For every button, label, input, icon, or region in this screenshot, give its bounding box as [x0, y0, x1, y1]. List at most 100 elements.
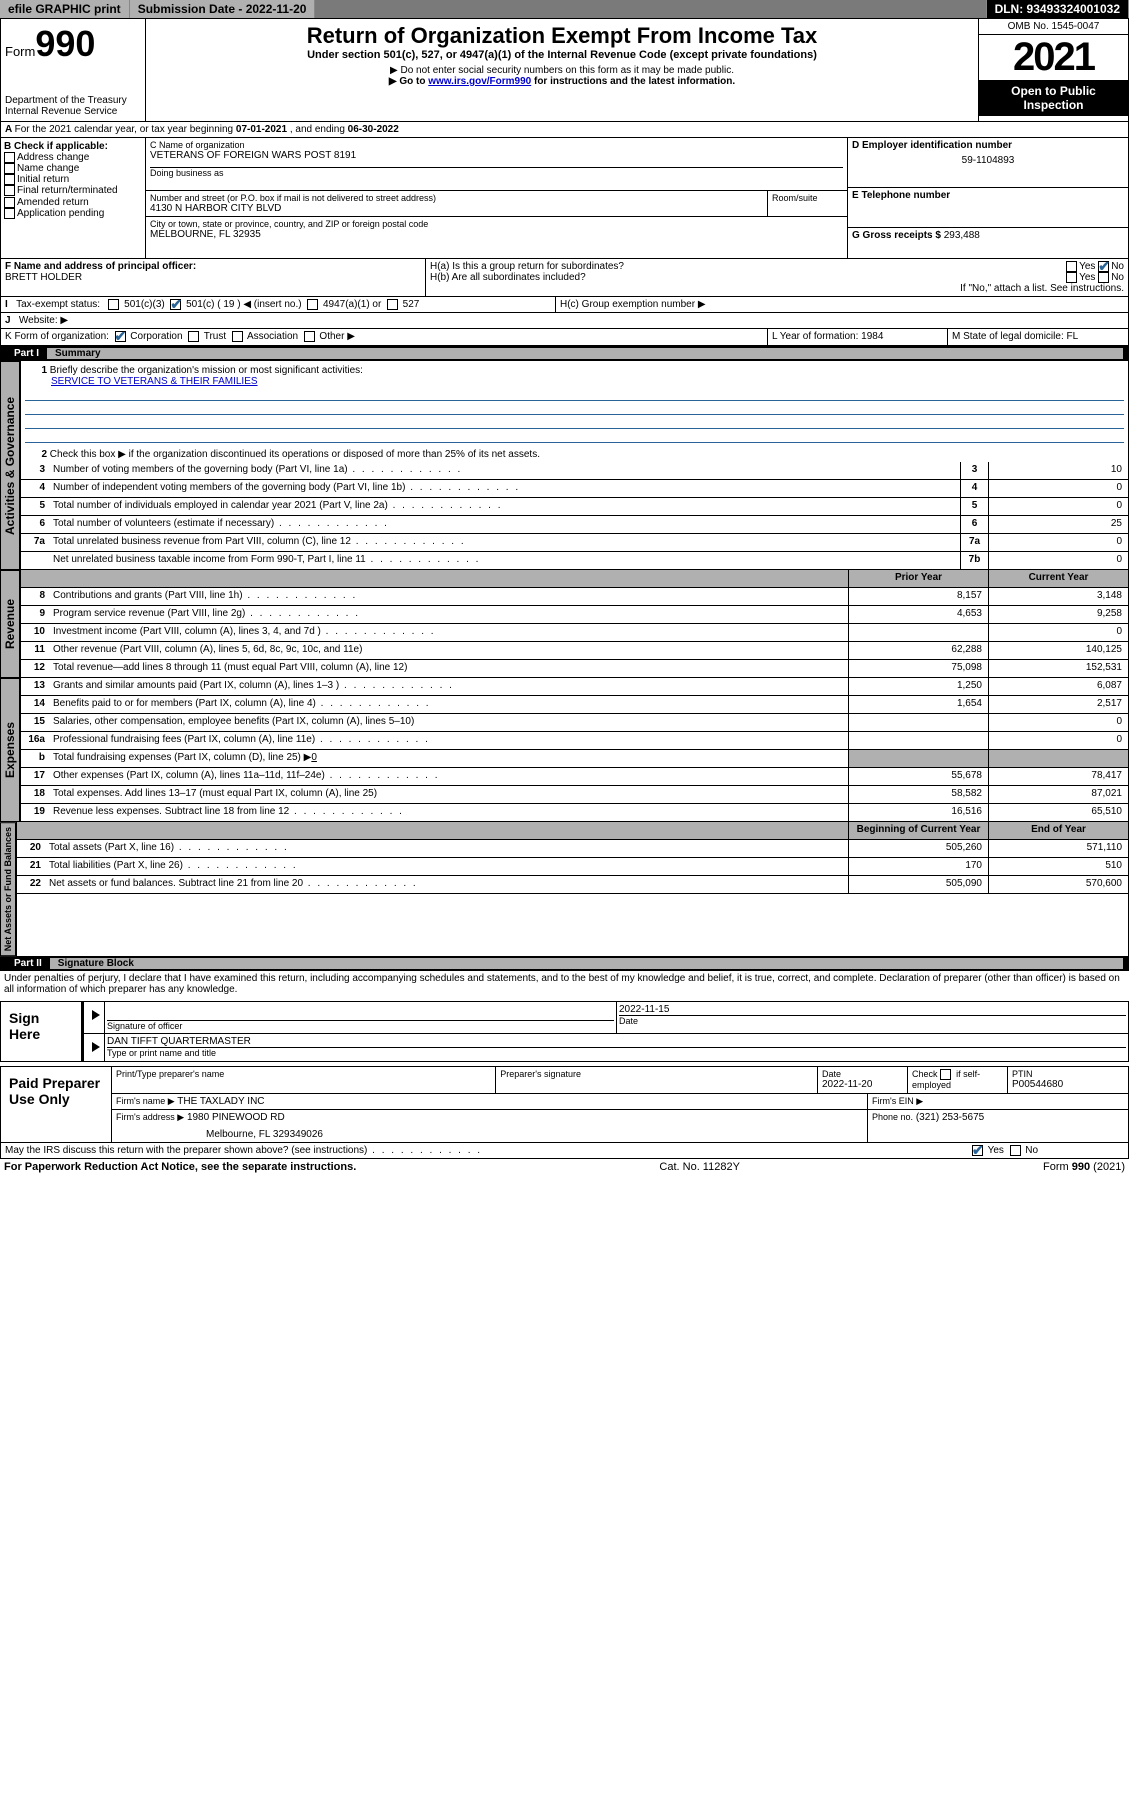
efile-badge: efile GRAPHIC print [0, 0, 130, 18]
note-ssn: ▶ Do not enter social security numbers o… [150, 65, 974, 76]
A-begin: 07-01-2021 [236, 124, 287, 135]
mission-text[interactable]: SERVICE TO VETERANS & THEIR FAMILIES [51, 376, 258, 387]
p17: 55,678 [848, 768, 988, 785]
ptin: P00544680 [1012, 1079, 1124, 1090]
footer-right: Form 990 (2021) [1043, 1161, 1125, 1173]
chk-501c[interactable] [170, 299, 181, 310]
part1-body: Activities & Governance 1 Briefly descri… [0, 361, 1129, 570]
dept-treasury: Department of the Treasury [5, 95, 141, 106]
chk-final[interactable]: Final return/terminated [4, 185, 142, 196]
dln: DLN: 93493324001032 [987, 0, 1129, 18]
irs-link[interactable]: www.irs.gov/Form990 [428, 76, 531, 87]
A-end: 06-30-2022 [348, 124, 399, 135]
l22: Net assets or fund balances. Subtract li… [45, 876, 848, 893]
l18: Total expenses. Add lines 13–17 (must eq… [49, 786, 848, 803]
chk-501c3[interactable] [108, 299, 119, 310]
chk-assoc[interactable] [232, 331, 243, 342]
l11: Other revenue (Part VIII, column (A), li… [49, 642, 848, 659]
l16b: Total fundraising expenses (Part IX, col… [49, 750, 848, 767]
l5: Total number of individuals employed in … [49, 498, 960, 515]
p15 [848, 714, 988, 731]
name-title-label: Type or print name and title [107, 1048, 1126, 1058]
gross-receipts: 293,488 [944, 230, 980, 241]
ein: 59-1104893 [852, 155, 1124, 166]
chk-amended[interactable]: Amended return [4, 197, 142, 208]
L-label: L Year of formation: [772, 331, 858, 342]
form-subtitle: Under section 501(c), 527, or 4947(a)(1)… [150, 49, 974, 61]
chk-discuss-yes[interactable] [972, 1145, 983, 1156]
A-pre: For the 2021 calendar year, or tax year … [15, 124, 236, 135]
officer-typed-name: DAN TIFFT QUARTERMASTER [107, 1036, 1126, 1047]
section-KLM: K Form of organization: Corporation Trus… [0, 329, 1129, 345]
chk-discuss-no[interactable] [1010, 1145, 1021, 1156]
p21: 170 [848, 858, 988, 875]
Hc-label: H(c) Group exemption number ▶ [556, 297, 1128, 312]
p20: 505,260 [848, 840, 988, 857]
Hb-answer: Yes No [1066, 272, 1124, 283]
c10: 0 [988, 624, 1128, 641]
topbar-spacer [315, 0, 986, 18]
year-formation: 1984 [861, 331, 883, 342]
arrow-icon [92, 1042, 100, 1052]
l14: Benefits paid to or for members (Part IX… [49, 696, 848, 713]
c22: 570,600 [988, 876, 1128, 893]
phone-label: Phone no. [872, 1112, 913, 1122]
p22: 505,090 [848, 876, 988, 893]
penalty-text: Under penalties of perjury, I declare th… [0, 971, 1129, 997]
form-title: Return of Organization Exempt From Incom… [150, 23, 974, 49]
sign-here-block: Sign Here Signature of officer 2022-11-1… [0, 1001, 1129, 1062]
v4: 0 [988, 480, 1128, 497]
chk-trust[interactable] [188, 331, 199, 342]
c14: 2,517 [988, 696, 1128, 713]
section-J: J Website: ▶ [0, 313, 1129, 329]
chk-4947[interactable] [307, 299, 318, 310]
l12: Total revenue—add lines 8 through 11 (mu… [49, 660, 848, 677]
chk-corp[interactable] [115, 331, 126, 342]
row-A: A For the 2021 calendar year, or tax yea… [0, 122, 1129, 138]
arrow-icon [92, 1010, 100, 1020]
prep-name-label: Print/Type preparer's name [116, 1069, 491, 1079]
part2-header: Part II Signature Block [0, 956, 1129, 971]
l19: Revenue less expenses. Subtract line 18 … [49, 804, 848, 821]
chk-other[interactable] [304, 331, 315, 342]
paid-preparer-label: Paid Preparer Use Only [1, 1067, 111, 1142]
part1-header: Part I Summary [0, 346, 1129, 361]
c9: 9,258 [988, 606, 1128, 623]
D-label: D Employer identification number [852, 140, 1124, 151]
chk-initial[interactable]: Initial return [4, 174, 142, 185]
l2-label: Check this box ▶ if the organization dis… [50, 449, 540, 460]
open-public: Open to Public Inspection [979, 80, 1128, 116]
Hb-label: H(b) Are all subordinates included? [430, 272, 586, 283]
sign-date-label: Date [619, 1016, 1126, 1026]
discuss-text: May the IRS discuss this return with the… [5, 1145, 367, 1156]
B-label: B Check if applicable: [4, 141, 142, 152]
chk-self-employed[interactable] [940, 1069, 951, 1080]
tab-revenue: Revenue [0, 570, 20, 678]
chk-pending[interactable]: Application pending [4, 208, 142, 219]
chk-address[interactable]: Address change [4, 152, 142, 163]
p8: 8,157 [848, 588, 988, 605]
topbar: efile GRAPHIC print Submission Date - 20… [0, 0, 1129, 18]
hdr-beg: Beginning of Current Year [848, 822, 988, 839]
sign-here-label: Sign Here [1, 1002, 81, 1061]
chk-name[interactable]: Name change [4, 163, 142, 174]
c13: 6,087 [988, 678, 1128, 695]
G-label: G Gross receipts $ [852, 230, 941, 241]
prep-date: 2022-11-20 [822, 1079, 903, 1090]
l6: Total number of volunteers (estimate if … [49, 516, 960, 533]
hdr-curr: Current Year [988, 570, 1128, 587]
section-I: I Tax-exempt status: 501(c)(3) 501(c) ( … [0, 297, 1129, 313]
l21: Total liabilities (Part X, line 26) [45, 858, 848, 875]
E-label: E Telephone number [852, 190, 1124, 201]
l15: Salaries, other compensation, employee b… [49, 714, 848, 731]
l7a: Total unrelated business revenue from Pa… [49, 534, 960, 551]
sign-date: 2022-11-15 [619, 1004, 1126, 1015]
expenses-block: Expenses 13Grants and similar amounts pa… [0, 678, 1129, 822]
addr-label: Number and street (or P.O. box if mail i… [150, 193, 763, 203]
I-label: Tax-exempt status: [16, 299, 100, 310]
chk-527[interactable] [387, 299, 398, 310]
Hb-note: If "No," attach a list. See instructions… [430, 283, 1124, 294]
K-label: K Form of organization: [5, 332, 109, 343]
l4: Number of independent voting members of … [49, 480, 960, 497]
tab-expenses: Expenses [0, 678, 20, 822]
